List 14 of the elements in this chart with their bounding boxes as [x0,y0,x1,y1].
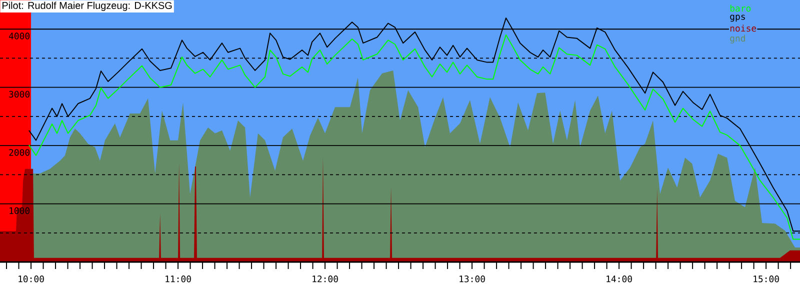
text: gnd [730,34,745,44]
x-tick-label: 12:00 [312,276,338,282]
text: noise [730,24,756,32]
y-tick-label: 2000 [9,149,30,156]
text: gps [730,14,745,22]
chart-title: Pilot: Rudolf Maier Flugzeug: D-KKSG [2,2,172,11]
y-tick-label: 4000 [8,32,30,40]
y-tick-label: 3000 [9,90,30,98]
text: baro [730,4,751,12]
x-tick-label: 14:00 [606,276,632,282]
x-tick-label: 13:00 [460,276,485,282]
x-tick-label: 11:00 [166,276,191,282]
x-tick-label: 15:00 [754,276,779,282]
x-tick-label: 10:00 [18,276,44,282]
